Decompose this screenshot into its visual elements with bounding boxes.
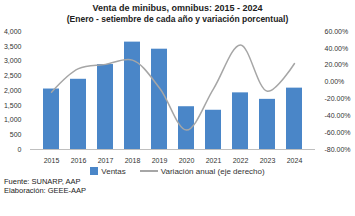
svg-text:2016: 2016 <box>71 157 87 164</box>
svg-text:-20.00%: -20.00% <box>325 95 351 102</box>
svg-text:1,500: 1,500 <box>4 101 22 108</box>
svg-text:-40.00%: -40.00% <box>325 112 351 119</box>
svg-text:-60.00%: -60.00% <box>325 129 351 136</box>
svg-text:3,500: 3,500 <box>4 42 22 49</box>
svg-text:1,000: 1,000 <box>4 116 22 123</box>
svg-text:2,500: 2,500 <box>4 72 22 79</box>
svg-text:2018: 2018 <box>125 157 141 164</box>
svg-text:2022: 2022 <box>233 157 249 164</box>
svg-text:2024: 2024 <box>287 157 303 164</box>
svg-text:500: 500 <box>10 131 22 138</box>
svg-text:2020: 2020 <box>179 157 195 164</box>
svg-text:2023: 2023 <box>260 157 276 164</box>
svg-text:2015: 2015 <box>44 157 60 164</box>
svg-text:40.00%: 40.00% <box>325 45 349 52</box>
svg-text:60.00%: 60.00% <box>325 28 349 35</box>
svg-text:20.00%: 20.00% <box>325 61 349 68</box>
html-text:Elaboración: GEEE-AAP: Elaboración: GEEE-AAP <box>4 186 87 195</box>
svg-text:2,000: 2,000 <box>4 87 22 94</box>
html-text:(Enero - setiembre de cada año: (Enero - setiembre de cada año y variaci… <box>66 14 289 24</box>
svg-text:3,000: 3,000 <box>4 57 22 64</box>
svg-text:0.00%: 0.00% <box>325 78 345 85</box>
svg-text:0: 0 <box>18 146 22 153</box>
html-text:Ventas: Ventas <box>101 166 126 176</box>
html-text:Variación anual (eje derecho): Variación anual (eje derecho) <box>160 166 265 176</box>
svg-text:4,000: 4,000 <box>4 28 22 35</box>
svg-text:2017: 2017 <box>98 157 114 164</box>
html-text:Fuente: SUNARP, AAP: Fuente: SUNARP, AAP <box>4 177 81 186</box>
svg-text:-80.00%: -80.00% <box>325 146 351 153</box>
svg-text:2019: 2019 <box>152 157 168 164</box>
html-text:Venta de minibus, omnibus: 201: Venta de minibus, omnibus: 2015 - 2024 <box>92 3 263 13</box>
svg-text:2021: 2021 <box>206 157 222 164</box>
